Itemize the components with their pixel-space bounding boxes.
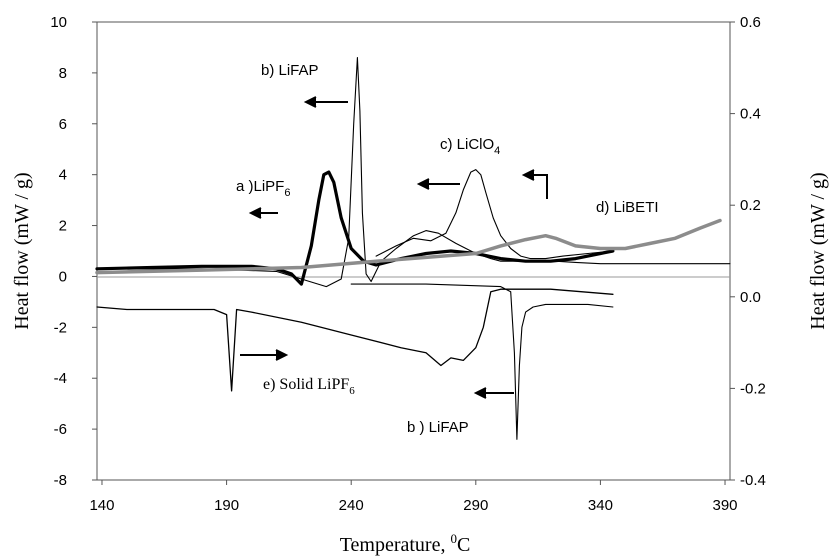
y-left-tick-label: -2 xyxy=(54,319,67,336)
y-axis-left-title: Heat flow (mW / g) xyxy=(11,172,33,329)
arrow-b-left xyxy=(303,96,348,108)
label-b-lifap: b) LiFAP xyxy=(261,62,319,79)
y-left-tick-label: 0 xyxy=(59,268,67,285)
arrow-a-left xyxy=(248,207,278,219)
y-left-tick-label: -4 xyxy=(54,370,67,387)
series-line-d xyxy=(95,218,722,275)
y-left-tick-label: 4 xyxy=(59,167,67,184)
series-line-a xyxy=(95,170,615,286)
y-left-tick-label: 2 xyxy=(59,218,67,235)
x-tick-label: 390 xyxy=(713,497,738,514)
y-right-tick-label: 0.6 xyxy=(740,14,761,31)
series-line-b xyxy=(96,57,731,288)
y-left-tick-label: 10 xyxy=(50,14,67,31)
y-right-tick-label: 0.4 xyxy=(740,106,761,123)
x-tick-label: 140 xyxy=(89,497,114,514)
label-e-solid-lipf6: e) Solid LiPF6 xyxy=(263,376,355,397)
arrow-b2-left xyxy=(473,387,514,399)
series-group xyxy=(95,57,731,440)
x-tick-label: 190 xyxy=(214,497,239,514)
label-c-liclo4: c) LiClO4 xyxy=(440,136,500,157)
series-line-e xyxy=(96,288,614,392)
arrow-c-left xyxy=(416,178,460,190)
y-axis-right-title: Heat flow (mW / g) xyxy=(807,172,829,329)
label-d-libeti: d) LiBETI xyxy=(596,199,659,216)
series-line-b2 xyxy=(350,283,614,440)
x-axis-ticks: 140 190 240 290 340 390 xyxy=(89,480,738,514)
y-axis-right-ticks: -0.4 -0.2 0.0 0.2 0.4 0.6 xyxy=(730,14,766,489)
x-tick-label: 340 xyxy=(588,497,613,514)
y-right-tick-label: 0.0 xyxy=(740,289,761,306)
x-tick-label: 240 xyxy=(339,497,364,514)
plot-frame xyxy=(96,21,731,481)
label-a-lipf6: a )LiPF6 xyxy=(236,178,290,199)
arrow-d-left xyxy=(521,169,548,199)
series-line-c xyxy=(375,169,614,260)
y-axis-left-ticks: -8 -6 -4 -2 0 2 4 6 8 10 xyxy=(50,14,97,489)
x-tick-label: 290 xyxy=(463,497,488,514)
y-left-tick-label: 6 xyxy=(59,116,67,133)
y-left-tick-label: -6 xyxy=(54,421,67,438)
y-right-tick-label: 0.2 xyxy=(740,197,761,214)
y-left-tick-label: -8 xyxy=(54,472,67,489)
x-axis-title: Temperature, 0C xyxy=(340,531,471,556)
y-right-tick-label: -0.4 xyxy=(740,472,766,489)
arrow-e-right xyxy=(240,349,289,361)
y-right-tick-label: -0.2 xyxy=(740,380,766,397)
y-left-tick-label: 8 xyxy=(59,65,67,82)
label-b-lifap-lower: b ) LiFAP xyxy=(407,419,469,436)
